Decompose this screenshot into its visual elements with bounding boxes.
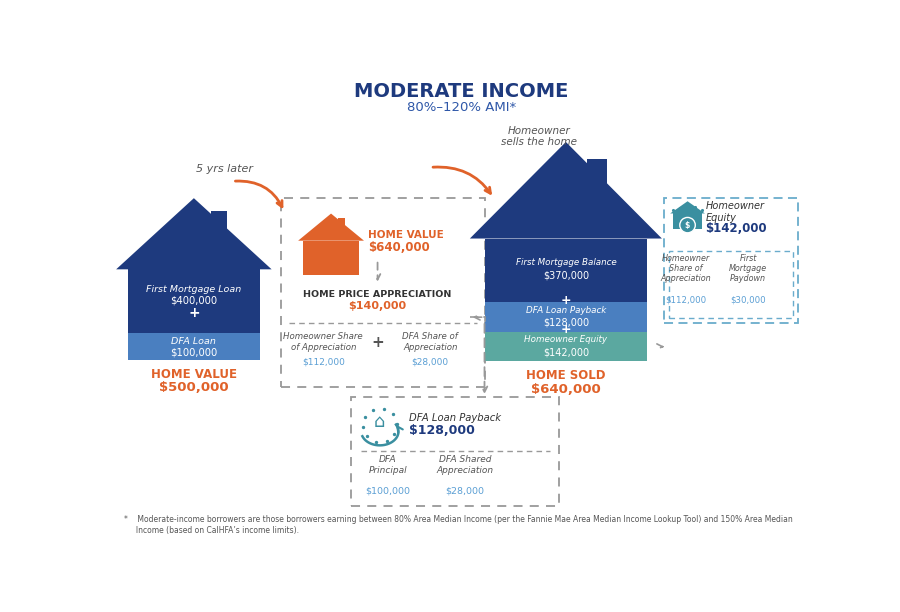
Polygon shape <box>673 214 702 229</box>
Text: DFA Loan: DFA Loan <box>171 337 216 346</box>
FancyBboxPatch shape <box>282 198 484 387</box>
Text: $28,000: $28,000 <box>411 357 449 367</box>
Text: 80%–120% AMI*: 80%–120% AMI* <box>407 101 516 114</box>
Text: 5 yrs later: 5 yrs later <box>196 164 254 174</box>
Text: $112,000: $112,000 <box>302 357 345 367</box>
Text: +: + <box>371 335 384 349</box>
Polygon shape <box>128 269 260 333</box>
Text: $: $ <box>685 221 690 230</box>
Text: First Mortgage Loan: First Mortgage Loan <box>146 285 241 294</box>
Polygon shape <box>670 201 705 214</box>
FancyBboxPatch shape <box>664 198 797 323</box>
Text: $112,000: $112,000 <box>665 295 706 304</box>
Text: DFA Shared
Appreciation: DFA Shared Appreciation <box>436 455 494 475</box>
Text: $370,000: $370,000 <box>543 271 589 281</box>
Text: Homeowner Share
of Appreciation: Homeowner Share of Appreciation <box>284 332 363 351</box>
Text: MODERATE INCOME: MODERATE INCOME <box>354 83 569 102</box>
Polygon shape <box>338 218 345 230</box>
Text: +: + <box>561 294 572 307</box>
Text: $100,000: $100,000 <box>170 348 218 357</box>
Text: DFA Loan Payback: DFA Loan Payback <box>409 412 500 423</box>
Text: Homeowner
sells the home: Homeowner sells the home <box>500 126 577 147</box>
Text: *    Moderate-income borrowers are those borrowers earning between 80% Area Medi: * Moderate-income borrowers are those bo… <box>124 515 793 535</box>
Text: $640,000: $640,000 <box>368 241 430 254</box>
FancyBboxPatch shape <box>669 250 793 318</box>
Polygon shape <box>484 332 647 362</box>
Text: HOME VALUE: HOME VALUE <box>368 230 444 240</box>
Text: $500,000: $500,000 <box>159 381 229 395</box>
Polygon shape <box>303 241 359 275</box>
Text: Homeowner Equity: Homeowner Equity <box>525 335 608 344</box>
Text: HOME PRICE APPRECIATION: HOME PRICE APPRECIATION <box>303 290 452 299</box>
Circle shape <box>680 217 696 233</box>
Polygon shape <box>211 211 227 241</box>
Text: First
Mortgage
Paydown: First Mortgage Paydown <box>729 253 767 283</box>
Text: $400,000: $400,000 <box>170 295 218 305</box>
Polygon shape <box>116 198 272 269</box>
Text: $100,000: $100,000 <box>365 486 410 495</box>
Text: $640,000: $640,000 <box>531 383 601 396</box>
Text: ⌂: ⌂ <box>374 413 385 431</box>
Text: First Mortgage Balance: First Mortgage Balance <box>516 258 616 267</box>
Text: $142,000: $142,000 <box>706 223 767 236</box>
Text: Homeowner
Share of
Appreciation: Homeowner Share of Appreciation <box>661 253 711 283</box>
Text: $142,000: $142,000 <box>543 347 589 357</box>
Text: $30,000: $30,000 <box>730 295 766 304</box>
Polygon shape <box>128 333 260 360</box>
Text: $128,000: $128,000 <box>543 318 589 327</box>
Text: DFA Loan Payback: DFA Loan Payback <box>526 306 606 315</box>
Text: HOME VALUE: HOME VALUE <box>151 368 237 381</box>
Polygon shape <box>484 239 647 302</box>
Text: DFA Share of
Appreciation: DFA Share of Appreciation <box>402 332 458 351</box>
Text: $128,000: $128,000 <box>409 424 474 437</box>
Text: +: + <box>561 323 572 336</box>
Polygon shape <box>587 159 607 200</box>
Text: HOME SOLD: HOME SOLD <box>526 369 606 382</box>
Text: Homeowner
Equity: Homeowner Equity <box>706 201 764 223</box>
Text: +: + <box>188 307 200 320</box>
Text: $28,000: $28,000 <box>446 486 484 495</box>
Polygon shape <box>470 142 662 239</box>
Text: DFA
Principal: DFA Principal <box>368 455 407 475</box>
FancyBboxPatch shape <box>351 397 559 506</box>
Polygon shape <box>298 214 364 241</box>
Text: $140,000: $140,000 <box>348 301 407 311</box>
Polygon shape <box>484 302 647 332</box>
